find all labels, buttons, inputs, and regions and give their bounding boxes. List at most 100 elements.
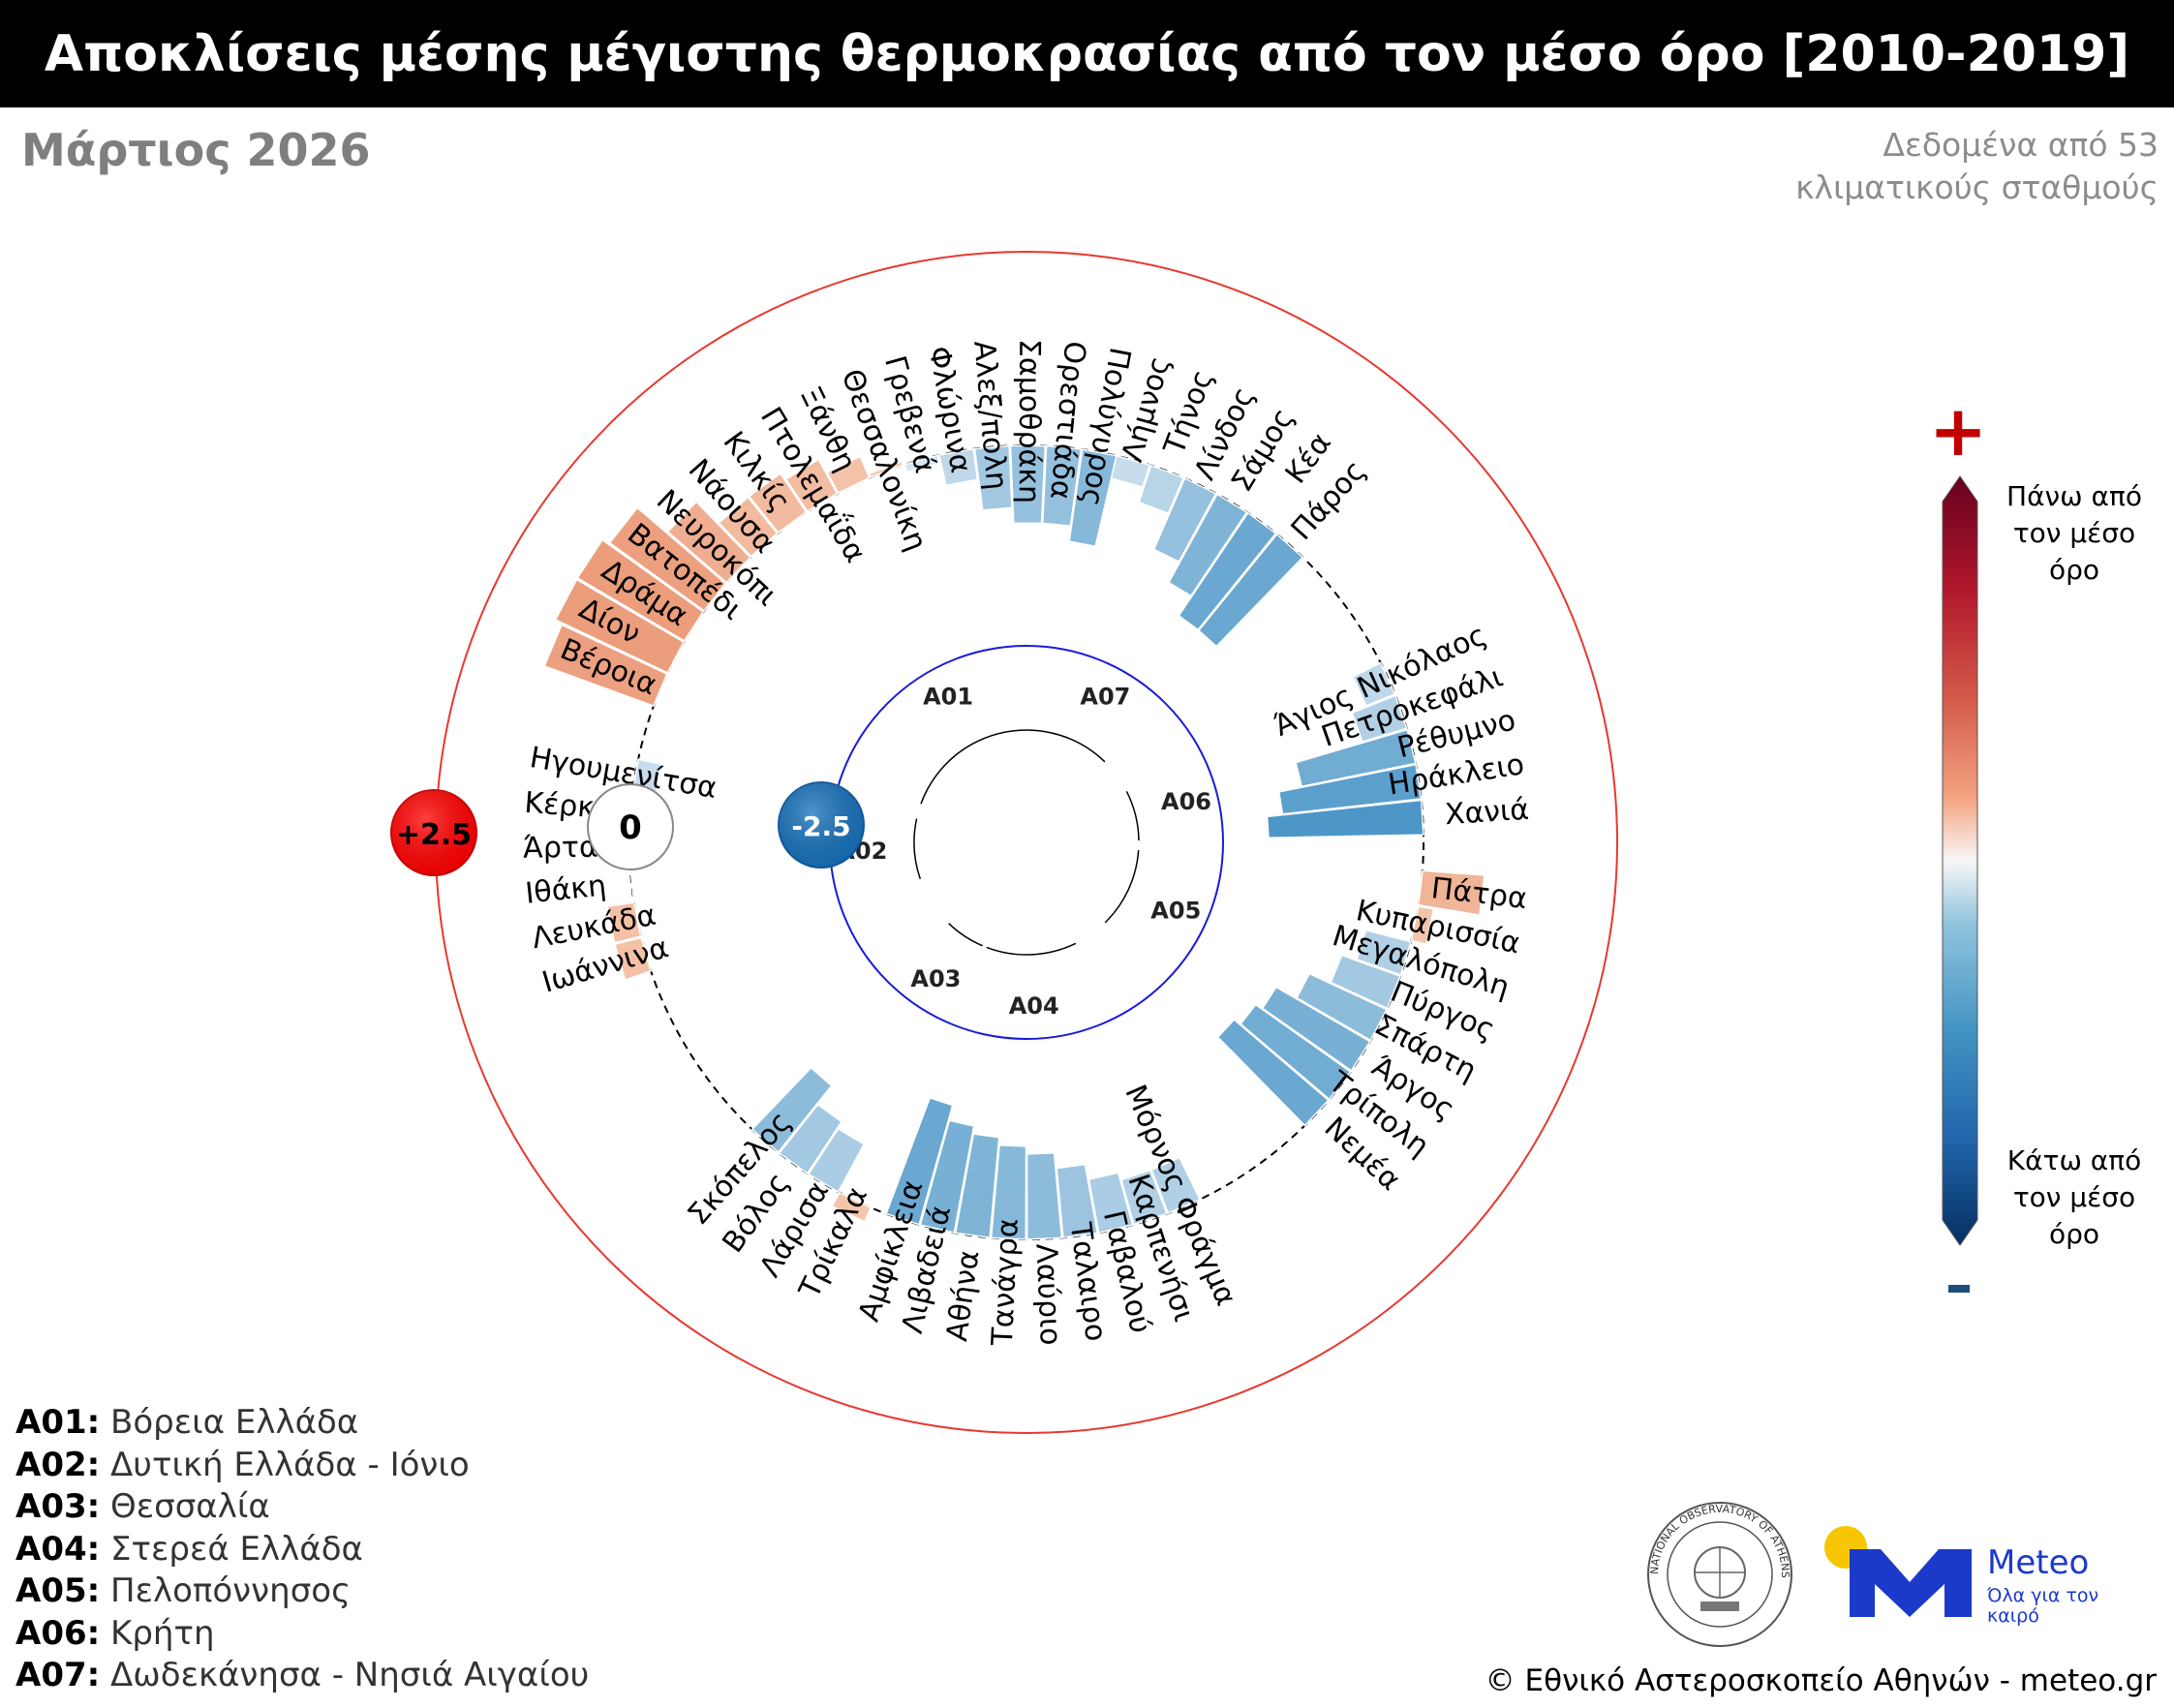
bar-a07-5 <box>1197 533 1304 648</box>
bar-a01-2 <box>576 538 705 642</box>
bar-a07-1 <box>1138 464 1185 515</box>
bar-a04-6 <box>954 1133 1000 1239</box>
scale-badge-outer: +2.5 <box>390 789 477 876</box>
group-legend: A01: Βόρεια Ελλάδα A02: Δυτική Ελλάδα - Ι… <box>15 1402 589 1697</box>
bar-a03-1 <box>807 1127 866 1194</box>
legend-name: Πελοπόννησος <box>100 1571 352 1610</box>
bar-a01-3 <box>608 506 727 612</box>
bar-a05-2 <box>1356 929 1412 976</box>
legend-item: A01: Βόρεια Ελλάδα <box>15 1402 589 1445</box>
group-arc-a07 <box>1051 732 1106 763</box>
legend-name: Βόρεια Ελλάδα <box>100 1403 359 1442</box>
legend-item: A03: Θεσσαλία <box>15 1486 589 1529</box>
colorbar-bottom-label: όρο <box>2049 1218 2099 1250</box>
meteo-tagline: Όλα για τον καιρό <box>1987 1585 2099 1627</box>
bar-a05-3 <box>1330 954 1401 1010</box>
legend-item: A04: Στερεά Ελλάδα <box>15 1529 589 1571</box>
station-label: Χανιά <box>1444 793 1530 832</box>
bar-a01-9 <box>868 460 904 478</box>
legend-name: Κρήτη <box>100 1613 215 1653</box>
inner-ring <box>829 645 1224 1040</box>
bar-a04-8 <box>885 1096 954 1226</box>
colorbar-top-label: Πάνω από <box>2006 480 2142 512</box>
station-label: Ιθάκη <box>524 869 608 911</box>
legend-item: A06: Κρήτη <box>15 1613 589 1656</box>
legend-code: A03: <box>15 1487 101 1526</box>
group-code-a05: A05 <box>1150 897 1201 924</box>
legend-name: Δυτική Ελλάδα - Ιόνιο <box>100 1445 470 1484</box>
group-code-a01: A01 <box>923 684 973 711</box>
bar-a01-8 <box>826 455 871 494</box>
chart-subtitle: Μάρτιος 2026 <box>21 124 371 176</box>
legend-name: Θεσσαλία <box>100 1487 270 1526</box>
bar-a06-4 <box>1266 799 1424 839</box>
bar-a04-3 <box>1056 1163 1099 1239</box>
scale-badge-inner: -2.5 <box>778 781 865 869</box>
bar-a02-0 <box>613 936 653 981</box>
bar-a06-1 <box>1351 694 1408 743</box>
legend-code: A06: <box>15 1613 101 1653</box>
group-code-a06: A06 <box>1161 788 1211 815</box>
source-note-line: κλιματικούς σταθμούς <box>1795 168 2159 206</box>
legend-item: A05: Πελοπόννησος <box>15 1571 589 1613</box>
station-label: Λαύριο <box>1028 1243 1067 1347</box>
station-label: Τανάγρα <box>986 1218 1026 1348</box>
legend-item: A02: Δυτική Ελλάδα - Ιόνιο <box>15 1445 589 1487</box>
copyright: © Εθνικό Αστεροσκοπείο Αθηνών - meteo.gr <box>1485 1663 2157 1698</box>
legend-code: A05: <box>15 1571 101 1610</box>
bar-a01-5 <box>718 496 779 558</box>
bar-a04-0 <box>1150 1156 1202 1214</box>
colorbar-top-label: όρο <box>2049 554 2099 586</box>
bar-a01-4 <box>666 501 751 584</box>
bar-a04-1 <box>1120 1169 1168 1226</box>
bar-a07-0 <box>1110 454 1151 489</box>
meteo-logo <box>1824 1526 1972 1617</box>
bar-a01-10 <box>903 454 941 473</box>
bar-a01-6 <box>748 472 808 534</box>
chart-title: Αποκλίσεις μέσης μέγιστης θερμοκρασίας α… <box>0 0 2174 107</box>
bar-a05-1 <box>1410 905 1435 946</box>
bar-a04-7 <box>919 1119 975 1235</box>
bar-a01-0 <box>543 624 668 708</box>
bar-a07-2 <box>1152 476 1217 563</box>
bar-a04-4 <box>1026 1151 1063 1240</box>
group-arcs <box>913 729 1140 956</box>
bar-a04-2 <box>1087 1172 1134 1235</box>
bar-a03-3 <box>750 1066 833 1154</box>
legend-name: Δωδεκάνησα - Νησιά Αιγαίου <box>100 1656 590 1694</box>
group-arc-a05 <box>1104 850 1140 924</box>
zero-ring <box>628 444 1424 1240</box>
bar-a01-14 <box>1041 444 1083 527</box>
bar-a06-0 <box>1352 661 1396 707</box>
scale-label-middle: 0 <box>619 808 642 847</box>
legend-item: A07: Δωδεκάνησα - Νησιά Αιγαίου <box>15 1655 589 1697</box>
bar-a01-15 <box>1068 448 1118 548</box>
bar-a01-13 <box>1009 444 1047 525</box>
station-label: Άρτα <box>523 831 598 866</box>
group-arc-a06 <box>1125 790 1140 841</box>
bar-a03-0 <box>831 1191 873 1223</box>
legend-code: A01: <box>15 1403 101 1442</box>
bar-a06-3 <box>1277 763 1423 815</box>
meteo-name: Meteo <box>1987 1543 2090 1582</box>
group-code-a03: A03 <box>910 965 961 992</box>
minus-sign <box>1948 1285 1970 1293</box>
bar-a01-12 <box>973 444 1013 511</box>
colorbar-bottom-label: Κάτω από <box>2007 1144 2141 1176</box>
colorbar: + Πάνω από τον μέσο όρο Κάτω από τον μέσ… <box>1929 390 2142 1293</box>
source-note: Δεδομένα από 53 κλιματικούς σταθμούς <box>1795 124 2159 209</box>
bar-a05-5 <box>1261 986 1371 1072</box>
bar-a05-6 <box>1240 1003 1352 1101</box>
bar-a01-7 <box>784 458 839 513</box>
legend-code: A04: <box>15 1529 101 1569</box>
legend-code: A02: <box>15 1445 101 1484</box>
source-note-line: Δεδομένα από 53 <box>1883 126 2159 164</box>
station-label: Σαμοθράκη <box>1012 339 1047 503</box>
bar-a04-5 <box>990 1144 1027 1240</box>
bar-a07-3 <box>1167 493 1248 597</box>
bar-a05-7 <box>1216 1019 1330 1127</box>
bar-a02-1 <box>606 901 642 944</box>
bar-a01-11 <box>937 447 979 487</box>
